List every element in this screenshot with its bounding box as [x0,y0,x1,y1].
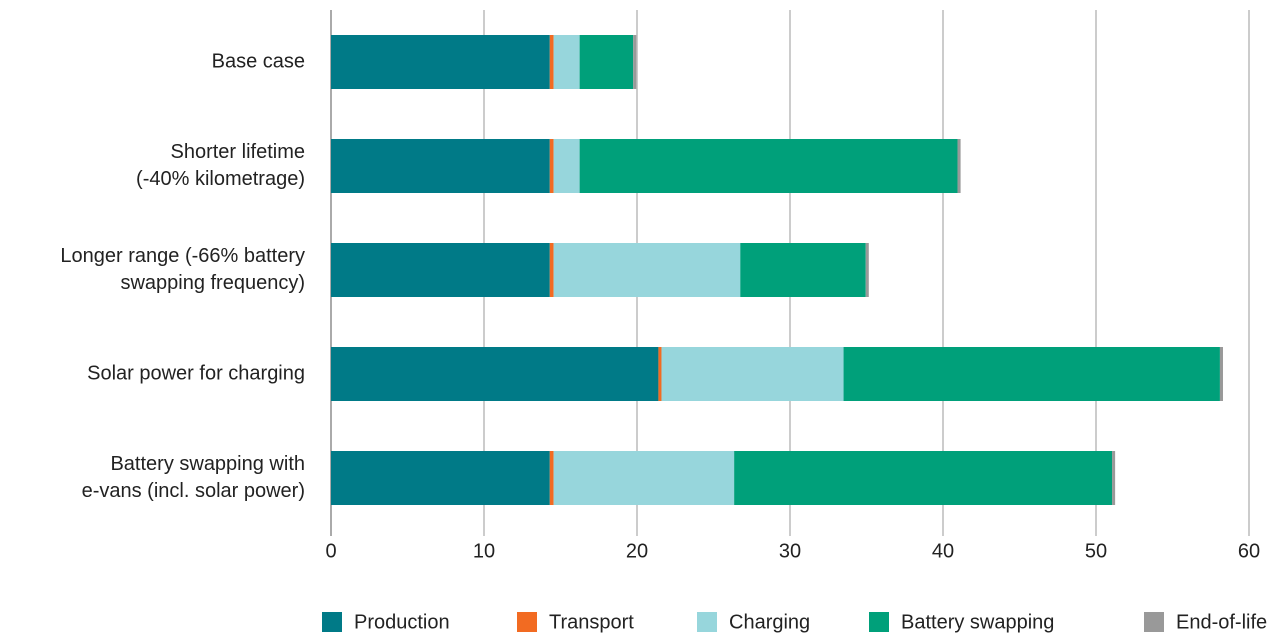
bar-segment [331,451,550,505]
bar-segment [661,347,844,401]
y-tick-label: swapping frequency) [120,272,305,294]
legend-swatch [697,612,717,632]
bar-segment [740,243,866,297]
legend-swatch [517,612,537,632]
bar-segment [553,243,741,297]
x-tick-label: 40 [932,540,954,562]
x-tick-label: 0 [325,540,336,562]
bar-segment [658,347,662,401]
x-tick-label: 60 [1238,540,1260,562]
bar-segment [331,139,550,193]
y-tick-label: Battery swapping with [110,453,305,475]
legend-label: Production [354,611,450,633]
bar-segment [549,139,554,193]
bar-segment [549,35,554,89]
legend-label: Transport [549,611,634,633]
bar-segment [865,243,869,297]
x-tick-label: 20 [626,540,648,562]
bar-segment [843,347,1220,401]
bar-segment [553,139,580,193]
legend-label: Charging [729,611,810,633]
bar-segment [331,243,550,297]
legend-swatch [869,612,889,632]
bar-segment [549,451,554,505]
bar-segment [553,451,735,505]
bar-segment [553,35,580,89]
y-tick-label: (-40% kilometrage) [136,168,305,190]
bar-segment [734,451,1113,505]
x-tick-label: 30 [779,540,801,562]
bar-segment [579,35,634,89]
y-tick-label: Longer range (-66% battery [60,245,305,267]
bar-segment [1112,451,1116,505]
y-tick-label: Base case [212,50,305,72]
bar-segment [331,35,550,89]
y-tick-label: e-vans (incl. solar power) [82,480,305,502]
legend-label: Battery swapping [901,611,1054,633]
bar-segment [331,347,659,401]
x-tick-label: 50 [1085,540,1107,562]
bar-segment [957,139,961,193]
bar-segment [633,35,637,89]
bar-segment [1219,347,1223,401]
legend-swatch [322,612,342,632]
bar-segment [549,243,554,297]
legend-swatch [1144,612,1164,632]
bar-segment [579,139,958,193]
y-tick-label: Shorter lifetime [171,141,306,163]
x-tick-label: 10 [473,540,495,562]
legend-label: End-of-life [1176,611,1267,633]
y-tick-label: Solar power for charging [87,362,305,384]
